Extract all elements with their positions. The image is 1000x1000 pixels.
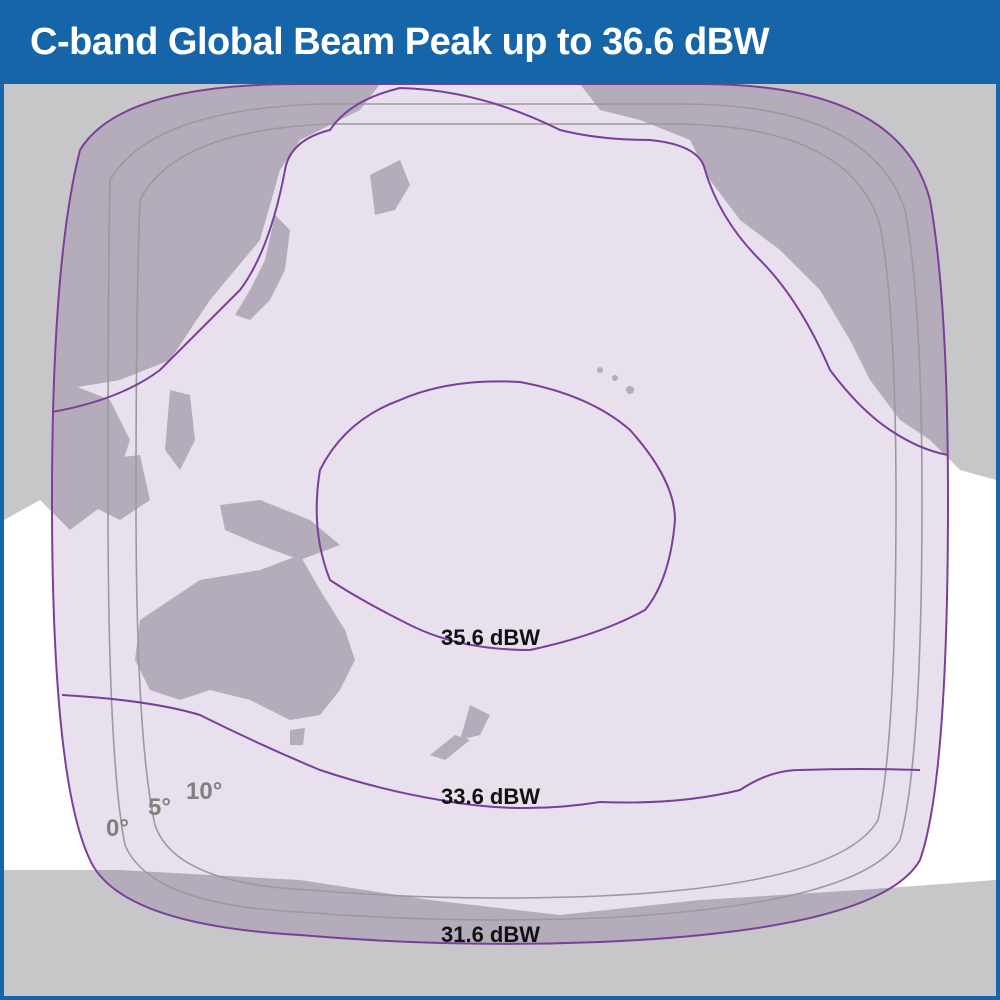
philippines — [165, 390, 195, 470]
contour-33-6-dbw-north — [51, 86, 949, 456]
japan — [235, 215, 290, 320]
contour-33-6-dbw-south — [61, 694, 921, 810]
coverage-map-svg: 35.6 dBW 33.6 dBW 31.6 dBW 0° 5° 10° — [4, 84, 996, 996]
contour-31-6-dbw — [50, 84, 950, 945]
new-guinea — [220, 500, 340, 560]
elevation-contours — [107, 103, 923, 921]
contour-35-6-dbw — [315, 380, 677, 652]
tasmania — [290, 728, 305, 745]
australia — [135, 555, 355, 720]
contour-label-31-6: 31.6 dBW — [441, 922, 540, 947]
new-zealand-south — [430, 735, 470, 760]
elevation-5-deg-line — [107, 103, 923, 921]
elevation-10-deg-line — [135, 123, 897, 899]
landmasses-inside-beam — [90, 160, 634, 760]
new-zealand-north — [460, 705, 490, 740]
contour-label-35-6: 35.6 dBW — [441, 625, 540, 650]
borneo — [90, 455, 150, 520]
contour-label-33-6: 33.6 dBW — [441, 784, 540, 809]
coverage-map: 35.6 dBW 33.6 dBW 31.6 dBW 0° 5° 10° — [4, 84, 996, 996]
elevation-label-0: 0° — [106, 815, 129, 842]
elevation-label-10: 10° — [186, 778, 222, 805]
elevation-label-5: 5° — [148, 794, 171, 821]
beam-coverage-area — [52, 84, 948, 944]
map-title: C-band Global Beam Peak up to 36.6 dBW — [30, 20, 770, 63]
kamchatka — [370, 160, 410, 215]
